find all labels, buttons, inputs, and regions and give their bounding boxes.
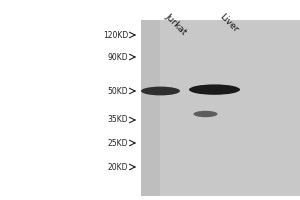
Bar (141, 20, 300, 196)
Text: Liver: Liver (218, 12, 240, 34)
Ellipse shape (194, 111, 218, 117)
Text: 35KD: 35KD (107, 116, 128, 124)
Text: 50KD: 50KD (107, 86, 128, 96)
Text: 90KD: 90KD (107, 52, 128, 62)
Text: 25KD: 25KD (107, 138, 128, 148)
Text: 20KD: 20KD (107, 162, 128, 171)
Text: Jurkat: Jurkat (164, 12, 188, 37)
Text: 120KD: 120KD (103, 30, 128, 40)
Ellipse shape (141, 87, 180, 95)
Ellipse shape (189, 84, 240, 95)
Bar (141, 20, 160, 196)
